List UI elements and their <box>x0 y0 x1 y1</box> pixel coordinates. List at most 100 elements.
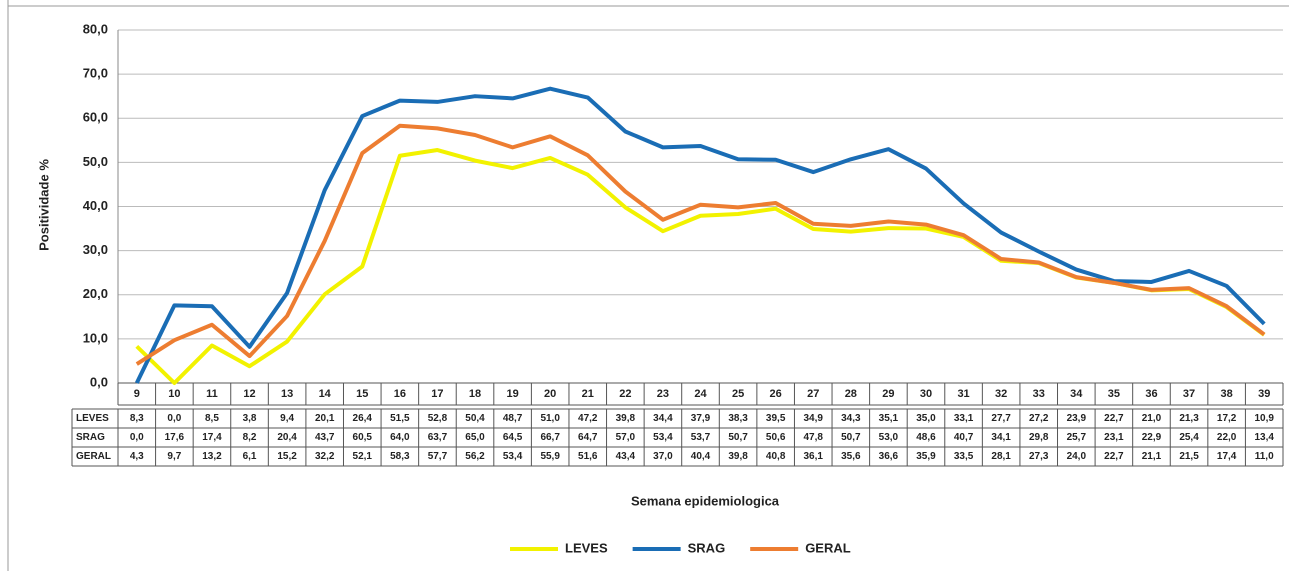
x-tick-label: 17 <box>431 388 443 400</box>
data-label: 55,9 <box>540 451 560 462</box>
data-label: 17,4 <box>202 432 222 443</box>
data-label: 38,3 <box>728 413 748 424</box>
data-label: 56,2 <box>465 451 485 462</box>
data-label: 17,4 <box>1217 451 1237 462</box>
data-label: 50,6 <box>766 432 786 443</box>
data-label: 15,2 <box>277 451 297 462</box>
x-tick-label: 32 <box>995 388 1007 400</box>
data-label: 17,2 <box>1217 413 1237 424</box>
x-tick-label: 23 <box>657 388 669 400</box>
data-label: 50,4 <box>465 413 485 424</box>
x-tick-label: 31 <box>957 388 969 400</box>
data-label: 25,4 <box>1179 432 1199 443</box>
y-tick-label: 10,0 <box>83 330 108 345</box>
data-label: 66,7 <box>540 432 560 443</box>
data-label: 34,1 <box>991 432 1011 443</box>
legend-label: SRAG <box>688 540 726 555</box>
x-tick-label: 36 <box>1145 388 1157 400</box>
x-tick-label: 22 <box>619 388 631 400</box>
data-label: 53,4 <box>503 451 523 462</box>
data-label: 32,2 <box>315 451 335 462</box>
y-axis-title: Positividade % <box>36 159 51 251</box>
data-label: 23,1 <box>1104 432 1124 443</box>
data-label: 34,9 <box>804 413 824 424</box>
data-label: 33,5 <box>954 451 974 462</box>
x-tick-label: 33 <box>1033 388 1045 400</box>
y-tick-label: 50,0 <box>83 154 108 169</box>
data-label: 3,8 <box>243 413 257 424</box>
data-label: 52,1 <box>353 451 373 462</box>
x-tick-label: 35 <box>1108 388 1120 400</box>
data-label: 43,4 <box>616 451 636 462</box>
series-line <box>134 86 1266 384</box>
data-label: 51,6 <box>578 451 598 462</box>
table-row-label: SRAG <box>76 432 105 443</box>
y-tick-label: 60,0 <box>83 110 108 125</box>
y-tick-label: 80,0 <box>83 21 108 36</box>
data-label: 35,0 <box>916 413 936 424</box>
x-tick-label: 9 <box>134 388 140 400</box>
data-label: 10,9 <box>1254 413 1274 424</box>
x-tick-label: 15 <box>356 388 368 400</box>
data-label: 25,7 <box>1067 432 1087 443</box>
data-label: 23,9 <box>1067 413 1087 424</box>
x-tick-label: 30 <box>920 388 932 400</box>
data-label: 35,1 <box>879 413 899 424</box>
data-label: 47,8 <box>804 432 824 443</box>
y-tick-label: 40,0 <box>83 198 108 213</box>
data-label: 36,6 <box>879 451 899 462</box>
legend-label: LEVES <box>565 540 608 555</box>
data-label: 40,8 <box>766 451 786 462</box>
data-label: 43,7 <box>315 432 335 443</box>
x-tick-label: 14 <box>319 388 332 400</box>
data-label: 65,0 <box>465 432 485 443</box>
x-tick-label: 37 <box>1183 388 1195 400</box>
data-label: 20,4 <box>277 432 297 443</box>
data-label: 8,3 <box>130 413 144 424</box>
y-tick-label: 20,0 <box>83 286 108 301</box>
data-label: 33,1 <box>954 413 974 424</box>
data-label: 40,4 <box>691 451 711 462</box>
data-label: 0,0 <box>167 413 181 424</box>
data-label: 11,0 <box>1255 451 1274 462</box>
x-tick-label: 24 <box>694 388 707 400</box>
data-label: 26,4 <box>353 413 373 424</box>
x-tick-label: 19 <box>506 388 518 400</box>
data-label: 29,8 <box>1029 432 1049 443</box>
data-label: 37,9 <box>691 413 711 424</box>
data-label: 22,7 <box>1104 413 1124 424</box>
data-label: 17,6 <box>165 432 185 443</box>
data-label: 58,3 <box>390 451 410 462</box>
data-label: 9,4 <box>280 413 294 424</box>
data-label: 34,3 <box>841 413 861 424</box>
x-tick-label: 34 <box>1070 388 1083 400</box>
data-label: 21,1 <box>1142 451 1162 462</box>
x-tick-label: 16 <box>394 388 406 400</box>
data-label: 57,7 <box>428 451 448 462</box>
data-label: 22,7 <box>1104 451 1124 462</box>
data-label: 27,7 <box>991 413 1011 424</box>
data-label: 37,0 <box>653 451 673 462</box>
data-label: 50,7 <box>841 432 861 443</box>
x-tick-label: 10 <box>168 388 180 400</box>
data-label: 50,7 <box>728 432 748 443</box>
x-tick-label: 28 <box>845 388 857 400</box>
data-label: 53,7 <box>691 432 711 443</box>
data-label: 47,2 <box>578 413 598 424</box>
data-label: 64,0 <box>390 432 410 443</box>
table-row-label: GERAL <box>76 451 111 462</box>
y-tick-label: 70,0 <box>83 66 108 81</box>
data-label: 51,5 <box>390 413 410 424</box>
data-label: 28,1 <box>991 451 1011 462</box>
data-label: 13,2 <box>202 451 222 462</box>
data-label: 40,7 <box>954 432 974 443</box>
data-label: 21,5 <box>1179 451 1199 462</box>
y-tick-label: 0,0 <box>90 374 108 389</box>
data-label: 36,1 <box>804 451 824 462</box>
legend-label: GERAL <box>805 540 851 555</box>
data-label: 39,5 <box>766 413 786 424</box>
data-label: 9,7 <box>167 451 181 462</box>
data-label: 64,7 <box>578 432 598 443</box>
